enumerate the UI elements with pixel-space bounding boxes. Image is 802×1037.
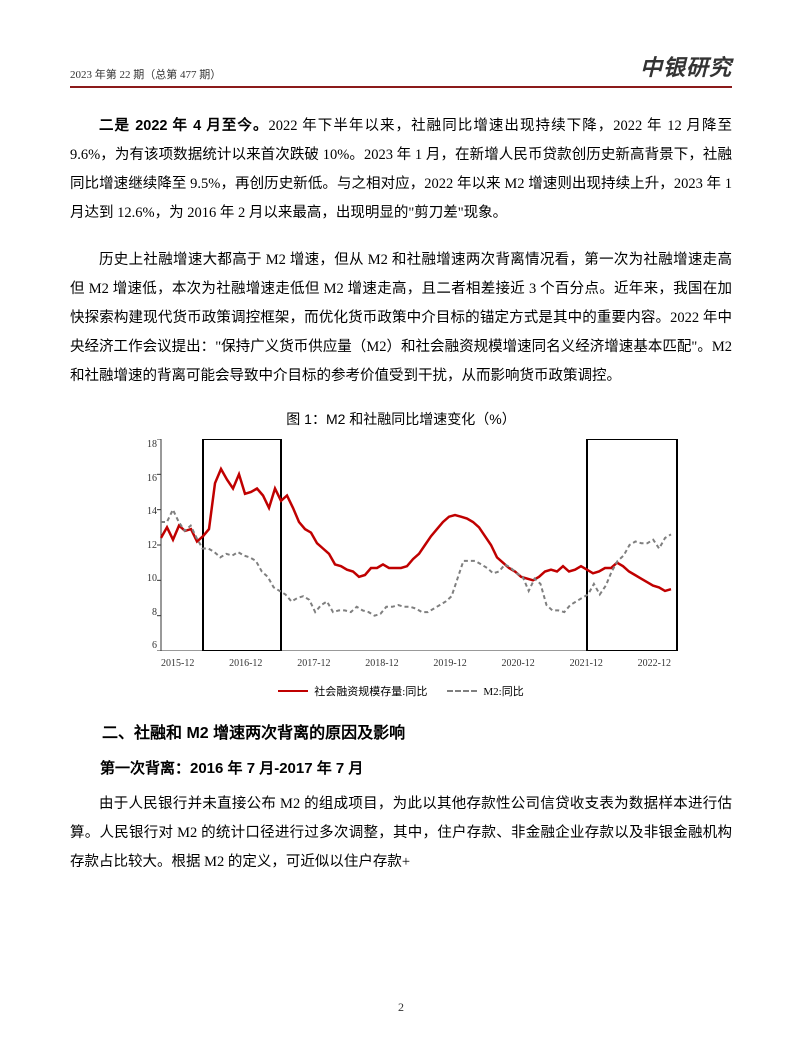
- chart-title: 图 1：M2 和社融同比增速变化（%）: [70, 409, 732, 429]
- chart-legend: 社会融资规模存量:同比 M2:同比: [121, 683, 681, 699]
- paragraph-3: 由于人民银行并未直接公布 M2 的组成项目，为此以其他存款性公司信贷收支表为数据…: [70, 790, 732, 877]
- paragraph-2: 历史上社融增速大都高于 M2 增速，但从 M2 和社融增速两次背离情况看，第一次…: [70, 246, 732, 391]
- line-chart: 181614121086 2015-122016-122017-122018-1…: [121, 439, 681, 699]
- legend-item-shehui: 社会融资规模存量:同比: [278, 683, 427, 699]
- page-header: 2023 年第 22 期（总第 477 期） 中银研究: [70, 50, 732, 88]
- paragraph-1: 二是 2022 年 4 月至今。2022 年下半年以来，社融同比增速出现持续下降…: [70, 112, 732, 228]
- brand-logo: 中银研究: [640, 50, 732, 82]
- section-heading-2: 二、社融和 M2 增速两次背离的原因及影响: [70, 719, 732, 743]
- para1-lead: 二是 2022 年 4 月至今。: [99, 118, 269, 134]
- legend-label-m2: M2:同比: [483, 683, 523, 699]
- issue-number: 2023 年第 22 期（总第 477 期）: [70, 66, 221, 82]
- section-heading-3: 第一次背离：2016 年 7 月-2017 年 7 月: [70, 757, 732, 778]
- x-axis-labels: 2015-122016-122017-122018-122019-122020-…: [161, 658, 671, 669]
- page-number: 2: [0, 1000, 802, 1015]
- legend-item-m2: M2:同比: [447, 683, 523, 699]
- legend-label-shehui: 社会融资规模存量:同比: [314, 683, 427, 699]
- chart-svg: [121, 439, 681, 651]
- legend-line-dashed: [447, 690, 477, 692]
- legend-line-solid: [278, 690, 308, 692]
